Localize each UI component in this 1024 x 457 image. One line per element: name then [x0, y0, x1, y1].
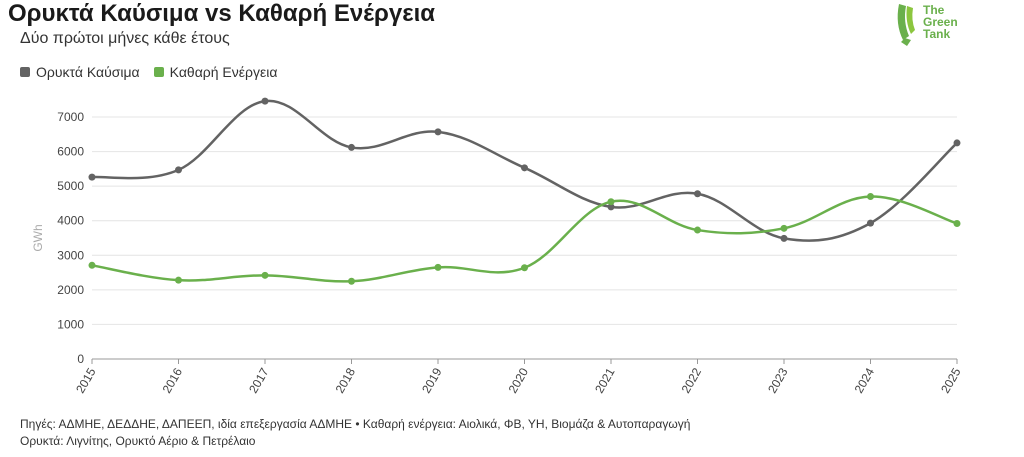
x-tick-label-2019: 2019 — [419, 365, 445, 395]
legend-swatch-fossil — [20, 67, 30, 77]
x-tick-label-2021: 2021 — [592, 365, 618, 395]
data-point-clean-2016 — [175, 276, 182, 284]
legend-item-fossil[interactable]: Ορυκτά Καύσιμα — [20, 64, 140, 80]
y-tick-label-0: 0 — [77, 352, 84, 366]
data-point-fossil-2019 — [434, 128, 442, 136]
data-point-clean-2018 — [348, 277, 355, 285]
footer-fossil-note: Ορυκτά: Λιγνίτης, Ορυκτό Αέριο & Πετρέλα… — [20, 434, 256, 448]
y-tick-label-4000: 4000 — [57, 214, 84, 228]
y-axis-title: GWh — [31, 224, 45, 251]
logo-line-3: Tank — [923, 27, 951, 41]
x-tick-label-2022: 2022 — [679, 365, 705, 395]
chart-subtitle: Δύο πρώτοι μήνες κάθε έτους — [20, 30, 230, 47]
data-point-fossil-2022 — [694, 190, 701, 198]
legend-swatch-clean — [153, 67, 164, 77]
x-tick-label-2018: 2018 — [333, 365, 359, 395]
legend-label-clean: Καθαρή Ενέργεια — [169, 64, 278, 80]
y-tick-label-7000: 7000 — [57, 110, 84, 124]
green-tank-logo: The Green Tank — [893, 0, 973, 50]
chart-footer: Πηγές: ΑΔΜΗΕ, ΔΕΔΔΗΕ, ΔΑΠΕΕΠ, ιδία επεξε… — [20, 416, 690, 450]
y-tick-label-3000: 3000 — [57, 248, 84, 262]
data-point-fossil-2024 — [867, 219, 874, 227]
logo-line-2: Green — [923, 15, 958, 29]
data-point-clean-2015 — [88, 261, 96, 269]
data-point-fossil-2025 — [953, 139, 961, 147]
y-tick-label-6000: 6000 — [57, 145, 84, 159]
x-tick-label-2016: 2016 — [160, 365, 186, 395]
x-tick-label-2023: 2023 — [765, 365, 791, 395]
line-chart: 0 1000 2000 3000 4000 5000 6000 7000 2015 2016 201… — [31, 97, 964, 396]
data-point-fossil-2023 — [780, 234, 788, 242]
chart-title: Ορυκτά Καύσιμα vs Καθαρή Ενέργεια — [8, 0, 436, 27]
data-point-fossil-2015 — [88, 173, 96, 181]
data-point-clean-2022 — [694, 226, 701, 234]
y-tick-label-1000: 1000 — [57, 317, 84, 331]
legend-label-fossil: Ορυκτά Καύσιμα — [36, 64, 140, 80]
data-point-clean-2021 — [607, 198, 615, 206]
data-point-fossil-2021 — [607, 203, 615, 211]
legend: Ορυκτά Καύσιμα Καθαρή Ενέργεια — [20, 64, 277, 80]
x-tick-label-2020: 2020 — [506, 365, 532, 395]
data-point-clean-2024 — [867, 193, 874, 201]
x-tick-label-2024: 2024 — [852, 365, 878, 395]
x-tick-label-2017: 2017 — [246, 365, 272, 395]
x-tick-label-2015: 2015 — [73, 365, 99, 395]
data-point-clean-2019 — [434, 263, 442, 271]
logo-text: The Green Tank — [923, 4, 958, 40]
data-point-fossil-2020 — [521, 164, 528, 172]
data-point-fossil-2016 — [175, 166, 182, 174]
data-point-fossil-2017 — [261, 97, 269, 105]
y-tick-label-5000: 5000 — [57, 179, 84, 193]
data-point-clean-2020 — [521, 264, 528, 272]
data-point-fossil-2018 — [348, 143, 355, 151]
y-tick-label-2000: 2000 — [57, 283, 84, 297]
data-point-clean-2017 — [261, 271, 269, 279]
data-point-clean-2025 — [953, 219, 961, 227]
legend-item-clean[interactable]: Καθαρή Ενέργεια — [153, 64, 278, 80]
leaf-logo-icon — [897, 4, 915, 46]
x-tick-label-2025: 2025 — [938, 365, 964, 395]
footer-sources: Πηγές: ΑΔΜΗΕ, ΔΕΔΔΗΕ, ΔΑΠΕΕΠ, ιδία επεξε… — [20, 417, 691, 431]
logo-line-1: The — [923, 3, 945, 17]
data-point-clean-2023 — [780, 224, 788, 232]
